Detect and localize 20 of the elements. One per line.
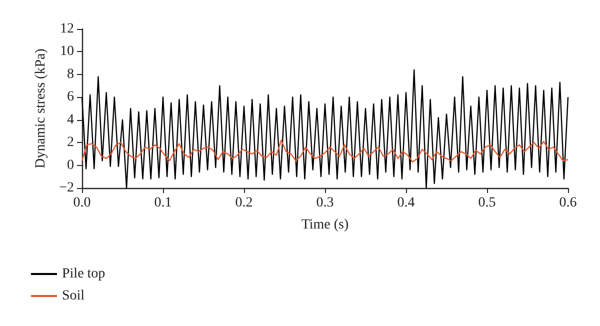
legend-label: Soil <box>62 288 85 304</box>
y-tick-label: −2 <box>59 180 74 196</box>
y-tick-label: 10 <box>60 44 74 60</box>
x-tick-label: 0.0 <box>73 196 91 210</box>
x-tick-label: 0.6 <box>559 196 577 210</box>
y-tick-label: 12 <box>60 22 74 36</box>
y-axis-title: Dynamic stress (kPa) <box>34 48 48 168</box>
y-tick-label: 0 <box>67 158 74 173</box>
y-tick-label: 4 <box>67 112 74 128</box>
x-tick-label: 0.5 <box>478 196 496 210</box>
x-tick-label: 0.4 <box>397 196 415 210</box>
line-series <box>81 140 569 162</box>
legend-label: Pile top <box>62 266 106 282</box>
x-axis-title: Time (s) <box>301 218 349 232</box>
y-tick-label: 2 <box>67 135 74 150</box>
y-tick-label: 6 <box>67 90 74 105</box>
x-tick-label: 0.3 <box>316 196 334 210</box>
y-tick-label: 8 <box>67 66 74 82</box>
x-tick-label: 0.2 <box>235 196 253 210</box>
x-tick-label: 0.1 <box>154 196 172 210</box>
